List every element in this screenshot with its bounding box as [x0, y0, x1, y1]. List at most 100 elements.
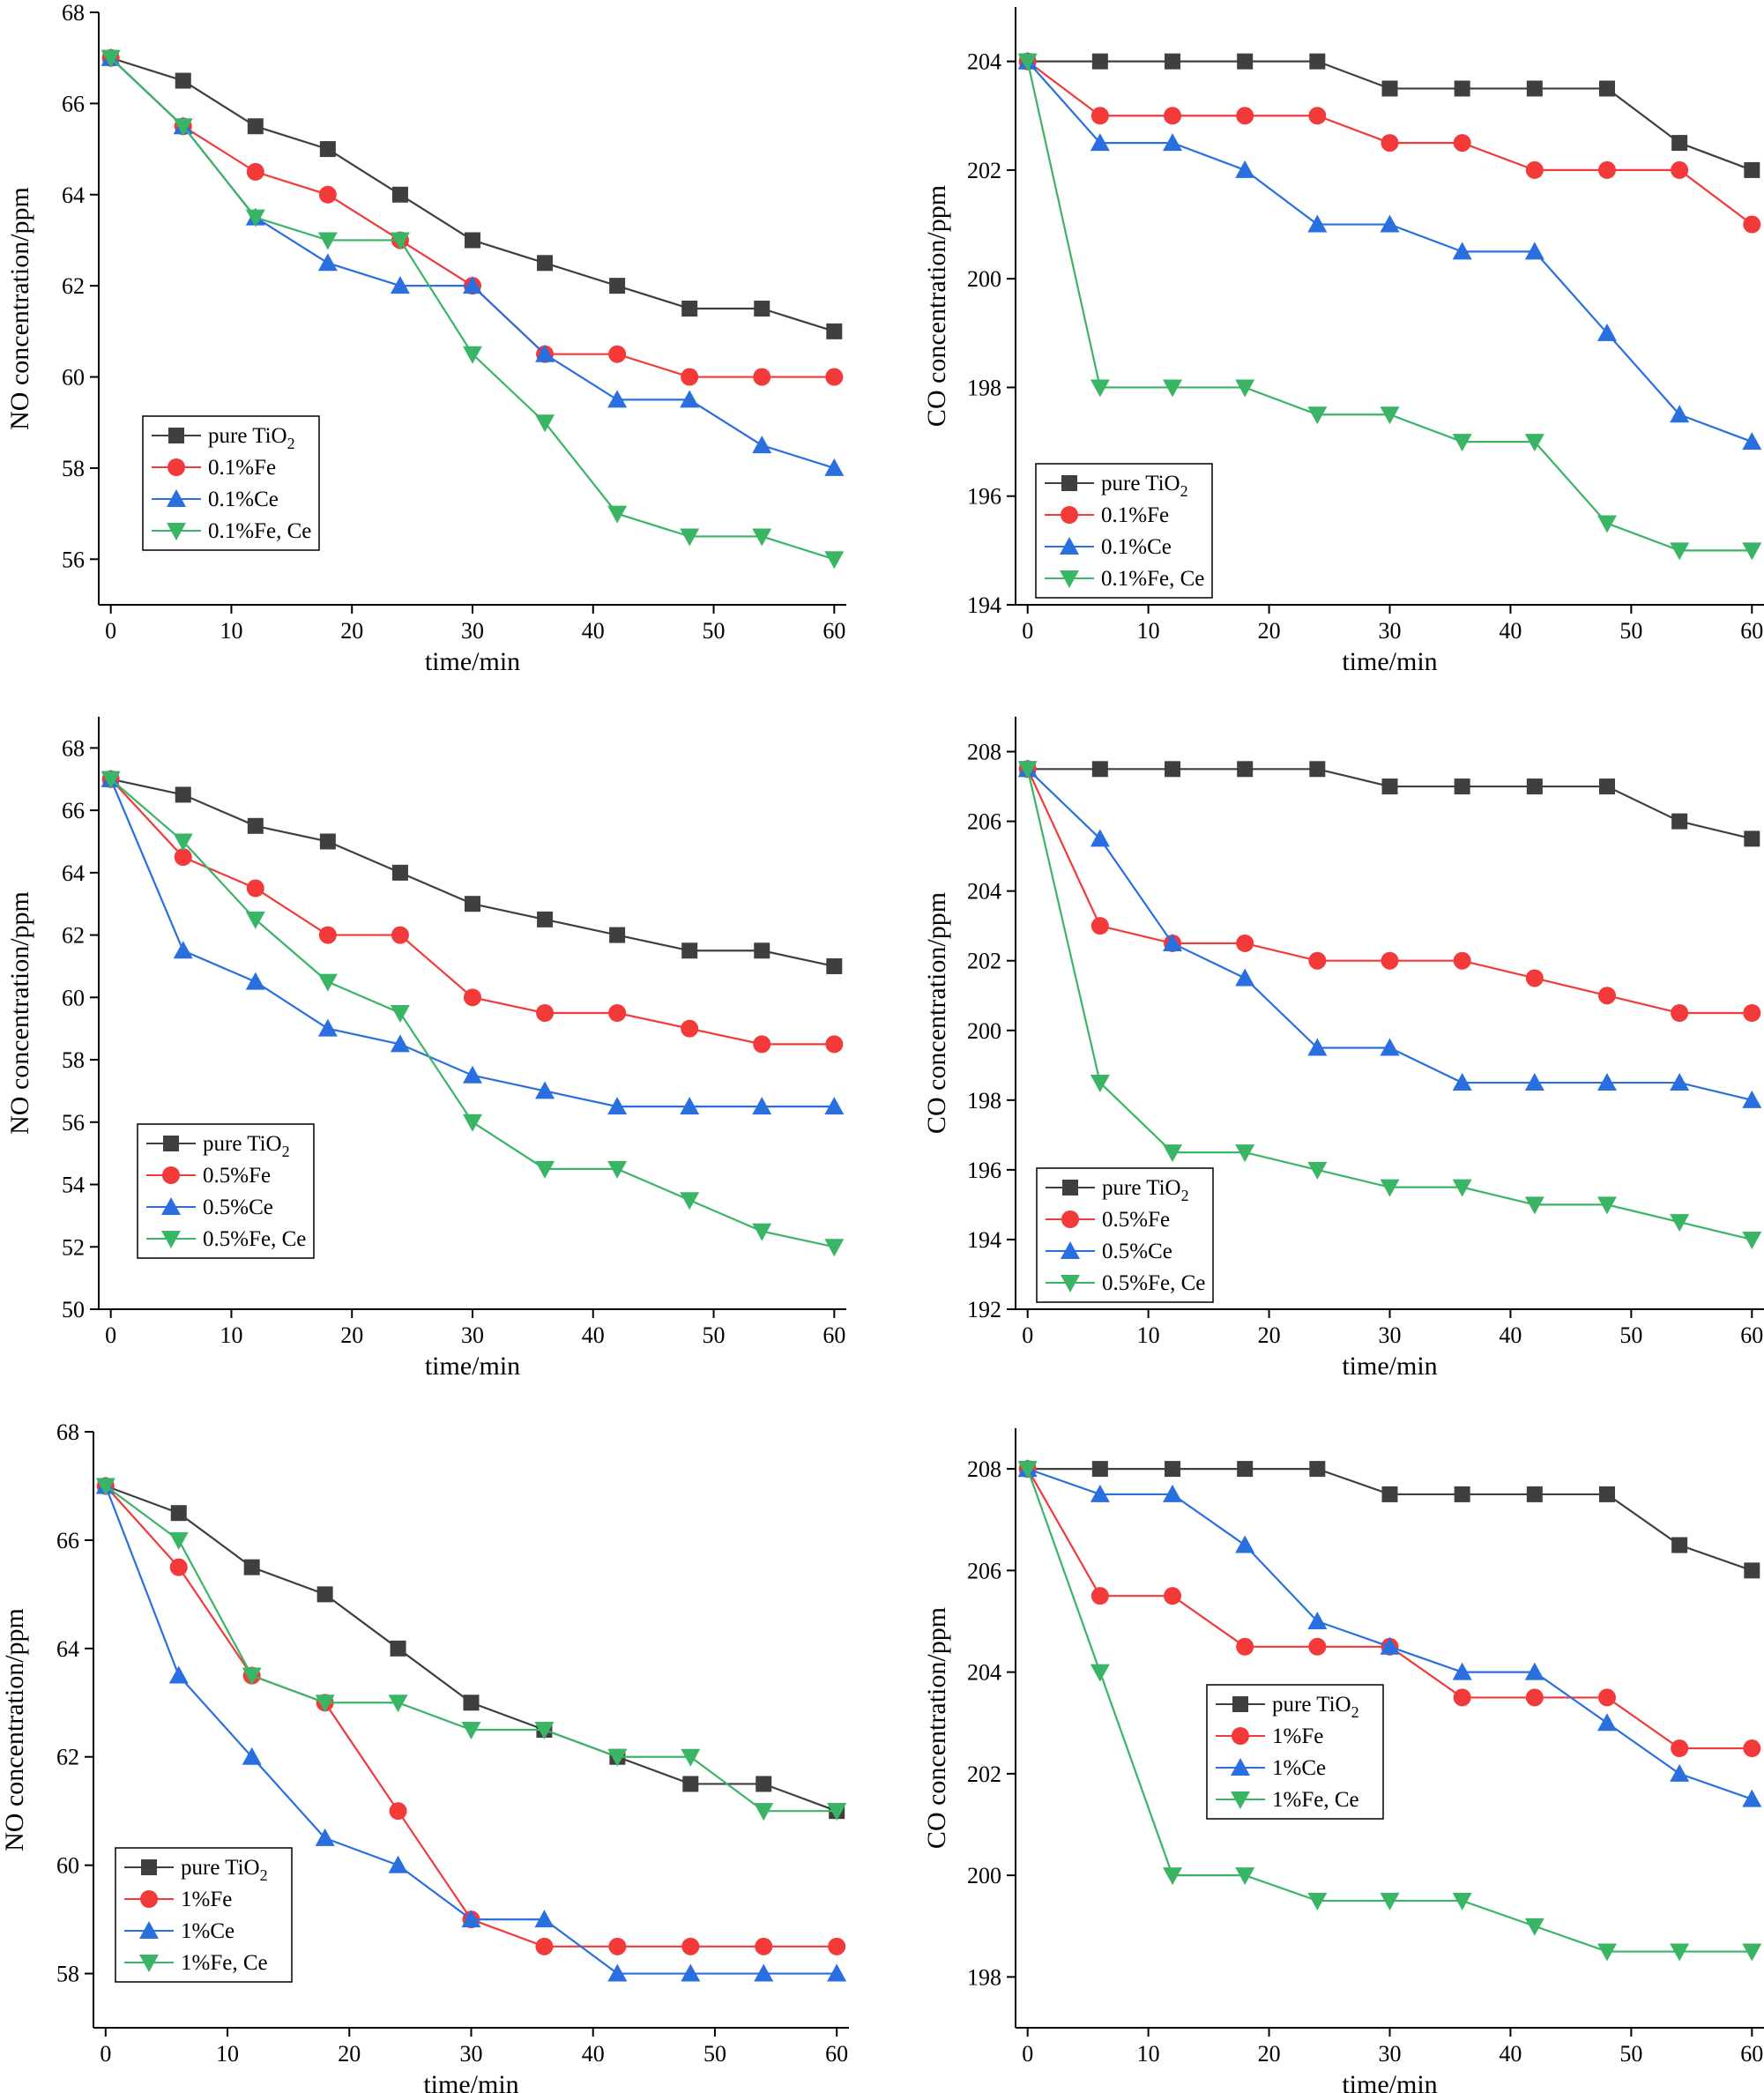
data-point: [1525, 969, 1544, 987]
legend-label: pure TiO2: [1102, 1176, 1189, 1204]
data-point: [609, 278, 626, 294]
data-point: [1525, 160, 1544, 179]
y-tick-label: 50: [62, 1297, 85, 1322]
x-tick-label: 50: [703, 618, 726, 644]
series-0.5%Ce: [100, 769, 845, 1115]
legend-label: 0.1%Fe, Ce: [1101, 567, 1204, 591]
data-point: [534, 1722, 555, 1739]
x-tick-label: 40: [582, 2041, 605, 2067]
data-point: [1164, 1587, 1182, 1605]
data-point: [535, 1081, 555, 1099]
y-tick-label: 200: [967, 266, 1001, 292]
data-point: [752, 1223, 772, 1241]
legend-label: 0.5%Ce: [1102, 1240, 1172, 1263]
legend-label: pure TiO2: [1101, 472, 1188, 500]
data-point: [1164, 107, 1182, 125]
series-0.5%Fe: [1018, 760, 1761, 1022]
data-point: [681, 368, 699, 386]
data-point: [828, 1937, 846, 1955]
series-line: [105, 1485, 837, 1813]
data-point: [391, 926, 409, 944]
data-point: [1237, 761, 1254, 778]
data-point: [1671, 135, 1688, 152]
data-point: [535, 1160, 555, 1179]
legend-label: pure TiO2: [1272, 1693, 1359, 1721]
data-point: [168, 1531, 189, 1550]
y-tick-label: 68: [62, 735, 85, 761]
data-point: [1597, 1196, 1617, 1215]
data-point: [463, 1695, 480, 1711]
y-tick-label: 194: [967, 1227, 1001, 1253]
data-point: [1017, 53, 1038, 71]
y-axis-title: NO concentration/ppm: [5, 187, 34, 430]
legend-marker: [168, 428, 184, 443]
legend-label: 0.5%Fe, Ce: [203, 1227, 306, 1251]
y-tick-label: 62: [62, 273, 85, 299]
data-point: [1671, 1537, 1688, 1553]
x-tick-label: 20: [1258, 618, 1281, 644]
y-tick-label: 200: [967, 1863, 1001, 1888]
y-tick-label: 200: [967, 1018, 1001, 1044]
data-point: [1598, 1486, 1615, 1502]
x-tick-label: 30: [1379, 2041, 1402, 2067]
data-point: [318, 926, 337, 944]
y-tick-label: 204: [967, 49, 1001, 75]
data-point: [1091, 1461, 1108, 1478]
data-point: [1597, 160, 1616, 179]
data-point: [537, 255, 554, 272]
legend: pure TiO2 0.1%Fe 0.1%Ce 0.1%Fe, Ce: [1035, 463, 1213, 599]
legend-label: 0.1%Fe: [208, 456, 276, 480]
data-point: [1671, 813, 1688, 830]
y-tick-label: 64: [62, 182, 85, 208]
data-point: [681, 1748, 701, 1767]
legend-marker: [167, 523, 186, 540]
data-point: [318, 185, 337, 204]
series-1%Ce: [95, 1476, 847, 1982]
data-point: [608, 1937, 627, 1955]
x-tick-label: 40: [1499, 618, 1522, 644]
legend-label: 1%Ce: [181, 1919, 234, 1943]
series-0.5%Fe, Ce: [100, 771, 845, 1257]
data-point: [390, 232, 410, 250]
legend-marker: [1061, 1210, 1079, 1228]
data-point: [607, 1963, 628, 1982]
data-point: [1670, 542, 1690, 561]
series-1%Fe: [1018, 1460, 1761, 1758]
data-point: [1163, 1484, 1183, 1502]
data-point: [1163, 379, 1183, 398]
data-point: [1453, 1688, 1471, 1707]
data-point: [681, 1019, 699, 1038]
data-point: [315, 1695, 335, 1713]
data-point: [1524, 1196, 1544, 1215]
data-point: [1524, 434, 1544, 452]
data-point: [173, 118, 193, 137]
data-point: [1452, 434, 1472, 452]
data-point: [1091, 761, 1108, 778]
data-point: [1235, 1535, 1255, 1553]
data-point: [1597, 1073, 1617, 1091]
x-tick-label: 60: [822, 618, 845, 644]
legend-marker: [1060, 537, 1079, 555]
data-point: [680, 1097, 700, 1115]
legend-marker: [163, 1136, 179, 1151]
series-0.5%Fe: [101, 770, 844, 1054]
x-tick-label: 10: [216, 2041, 239, 2067]
legend-label: 0.5%Fe: [203, 1164, 271, 1188]
series-1%Fe, Ce: [1017, 1461, 1762, 1962]
data-point: [1670, 1763, 1690, 1782]
data-point: [1091, 53, 1108, 70]
data-point: [609, 927, 626, 943]
data-point: [389, 1802, 407, 1821]
data-point: [607, 505, 628, 524]
data-point: [1163, 933, 1183, 951]
legend-label: 0.5%Fe: [1102, 1208, 1170, 1232]
x-tick-label: 0: [100, 2041, 111, 2067]
y-tick-label: 206: [967, 1558, 1001, 1583]
legend-subscript: 2: [260, 1866, 268, 1884]
data-point: [315, 1828, 335, 1846]
data-point: [1381, 134, 1399, 153]
data-point: [1017, 1461, 1038, 1479]
y-tick-label: 58: [56, 1962, 79, 1987]
x-tick-label: 50: [1619, 618, 1642, 644]
x-tick-label: 30: [461, 618, 484, 644]
